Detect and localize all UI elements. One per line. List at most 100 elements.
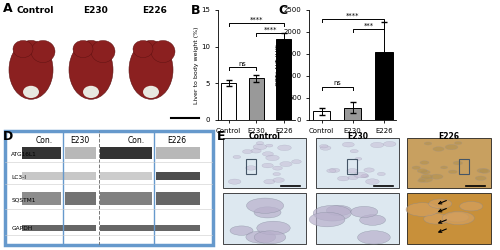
Ellipse shape	[91, 40, 115, 62]
Circle shape	[273, 178, 284, 182]
Circle shape	[251, 149, 261, 153]
Circle shape	[262, 152, 274, 156]
Text: E230: E230	[82, 6, 108, 15]
Circle shape	[370, 142, 384, 148]
Circle shape	[309, 212, 345, 227]
Circle shape	[378, 172, 386, 176]
Text: LC3-I: LC3-I	[11, 175, 26, 180]
Circle shape	[272, 166, 282, 170]
Bar	[221, 83, 236, 120]
Bar	[156, 192, 200, 205]
Circle shape	[354, 172, 368, 178]
Text: E226: E226	[168, 136, 187, 145]
Bar	[22, 192, 61, 205]
Circle shape	[254, 207, 281, 218]
Bar	[246, 158, 256, 174]
Circle shape	[320, 144, 328, 148]
Ellipse shape	[83, 86, 99, 98]
Circle shape	[442, 212, 474, 225]
Bar	[248, 78, 264, 120]
Circle shape	[360, 215, 386, 225]
Bar	[100, 224, 200, 231]
Y-axis label: GPT/ ALT (U/l): GPT/ ALT (U/l)	[276, 44, 281, 86]
Bar	[100, 192, 152, 205]
Circle shape	[326, 205, 351, 216]
Ellipse shape	[143, 86, 159, 98]
Text: B: B	[190, 4, 200, 18]
Circle shape	[280, 162, 292, 166]
Text: A: A	[3, 2, 13, 16]
Circle shape	[273, 172, 280, 176]
Circle shape	[262, 163, 274, 168]
Circle shape	[246, 198, 284, 213]
Circle shape	[233, 156, 240, 158]
Circle shape	[418, 179, 426, 182]
Text: ***: ***	[364, 23, 374, 29]
Circle shape	[242, 150, 252, 154]
Y-axis label: Liver to body weight (%): Liver to body weight (%)	[194, 26, 199, 104]
Circle shape	[256, 142, 264, 144]
Circle shape	[424, 214, 449, 224]
Circle shape	[362, 174, 368, 177]
Text: Con.: Con.	[36, 136, 53, 145]
Bar	[22, 224, 97, 231]
Text: C: C	[278, 4, 287, 18]
Text: E230: E230	[347, 132, 368, 141]
Circle shape	[412, 166, 420, 170]
Circle shape	[246, 166, 256, 170]
Bar	[316, 193, 399, 244]
Circle shape	[445, 144, 458, 150]
Text: ns: ns	[238, 61, 246, 67]
Circle shape	[406, 203, 439, 216]
Bar	[65, 147, 96, 158]
Circle shape	[417, 169, 428, 173]
Circle shape	[364, 168, 374, 172]
Ellipse shape	[133, 40, 153, 58]
Circle shape	[446, 212, 469, 222]
Circle shape	[355, 158, 362, 160]
Circle shape	[360, 175, 368, 178]
Text: Control: Control	[248, 132, 280, 141]
Circle shape	[348, 176, 358, 180]
Text: E230: E230	[70, 136, 89, 145]
Circle shape	[460, 202, 482, 211]
Circle shape	[338, 176, 349, 181]
Circle shape	[475, 176, 486, 180]
Ellipse shape	[13, 40, 33, 58]
Bar	[276, 39, 291, 120]
Circle shape	[326, 169, 336, 173]
Circle shape	[228, 179, 241, 184]
Circle shape	[253, 144, 266, 150]
Bar	[408, 193, 490, 244]
Bar	[65, 192, 96, 205]
Bar	[313, 111, 330, 120]
Bar	[22, 147, 61, 158]
Text: E: E	[217, 130, 226, 143]
Circle shape	[266, 155, 279, 161]
Circle shape	[421, 174, 432, 179]
Ellipse shape	[23, 86, 39, 98]
Circle shape	[264, 180, 275, 184]
Circle shape	[420, 161, 429, 164]
Text: E226: E226	[142, 6, 168, 15]
Ellipse shape	[129, 40, 173, 99]
Circle shape	[246, 231, 276, 243]
Bar	[376, 52, 392, 120]
Text: Con.: Con.	[127, 136, 144, 145]
Circle shape	[419, 177, 432, 182]
Text: GAPDH: GAPDH	[11, 226, 32, 232]
Bar	[348, 158, 358, 174]
Bar	[100, 147, 152, 158]
Circle shape	[320, 146, 331, 150]
Text: ****: ****	[264, 27, 277, 33]
Circle shape	[453, 161, 463, 165]
Circle shape	[430, 174, 443, 179]
Bar	[344, 108, 362, 120]
Bar	[316, 138, 399, 188]
Text: E226: E226	[438, 132, 460, 141]
Bar	[223, 193, 306, 244]
Circle shape	[330, 168, 340, 172]
Text: D: D	[3, 130, 13, 143]
Bar	[408, 138, 490, 188]
Circle shape	[266, 144, 273, 147]
